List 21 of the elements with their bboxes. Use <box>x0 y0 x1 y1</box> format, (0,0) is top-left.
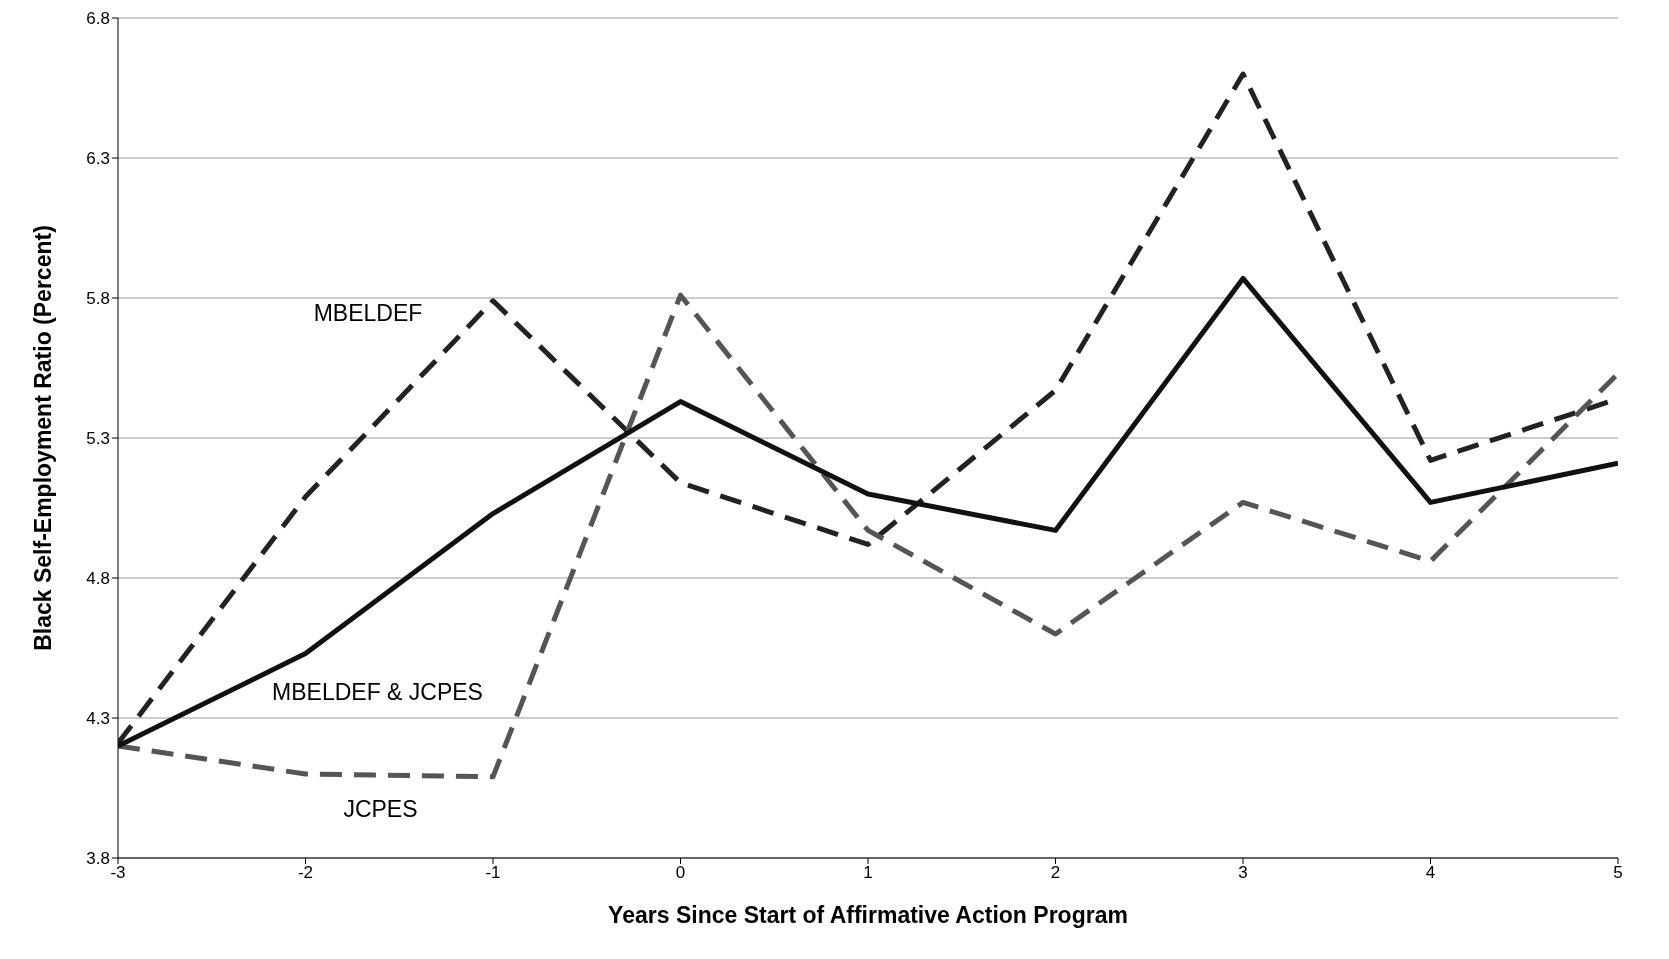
x-tick-label: -2 <box>297 863 314 883</box>
series-label: MBELDEF & JCPES <box>272 678 483 705</box>
x-tick-label: 1 <box>863 863 873 883</box>
x-axis-title: Years Since Start of Affirmative Action Program <box>608 902 1128 928</box>
y-tick-label: 4.3 <box>86 709 110 729</box>
y-tick-label: 5.8 <box>86 289 110 309</box>
y-axis-title: Black Self-Employment Ratio (Percent) <box>30 225 57 651</box>
y-tick-label: 4.8 <box>86 569 110 589</box>
series-label: JCPES <box>343 796 418 822</box>
x-tick-label: -1 <box>485 863 501 883</box>
x-tick-label: 3 <box>1238 863 1248 883</box>
x-tick-label: 0 <box>675 863 686 883</box>
x-tick-label: -3 <box>110 863 126 883</box>
y-tick-label: 6.3 <box>86 149 110 169</box>
y-tick-label: 3.8 <box>86 849 110 869</box>
y-tick-label: 6.8 <box>86 9 110 29</box>
x-tick-label: 2 <box>1050 863 1061 883</box>
series-label: MBELDEF <box>313 299 423 326</box>
x-tick-label: 4 <box>1425 863 1436 883</box>
x-tick-label: 5 <box>1613 863 1623 883</box>
y-tick-label: 5.3 <box>86 429 110 449</box>
